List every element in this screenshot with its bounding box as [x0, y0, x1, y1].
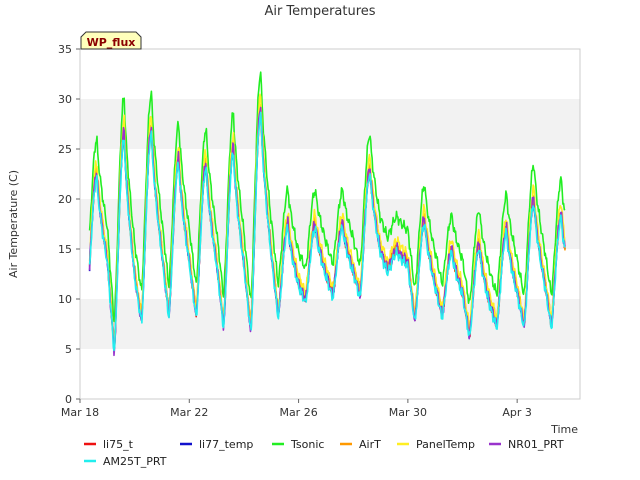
y-axis-label: Air Temperature (C) — [7, 170, 20, 278]
x-axis-label: Time — [550, 423, 578, 436]
y-tick-label: 5 — [65, 343, 72, 356]
y-tick-label: 0 — [65, 393, 72, 406]
legend-label: Tsonic — [290, 438, 324, 451]
y-tick-label: 20 — [58, 193, 72, 206]
x-tick-label: Mar 26 — [279, 406, 317, 419]
legend: li75_t li77_temp Tsonic AirT PanelTemp NR01_P… — [84, 438, 564, 468]
badge-label: WP_flux — [87, 36, 136, 49]
x-tick-label: Apr 3 — [502, 406, 532, 419]
plot-area-border — [79, 48, 581, 400]
x-tick-label: Mar 18 — [61, 406, 99, 419]
y-tick-label: 15 — [58, 243, 72, 256]
legend-label: li75_t — [103, 438, 134, 451]
series-line-Tsonic — [88, 71, 566, 323]
grid-band — [80, 299, 580, 349]
grid-band — [80, 149, 580, 199]
grid-band — [80, 49, 580, 99]
x-tick-label: Mar 22 — [170, 406, 208, 419]
site-badge: WP_flux — [80, 31, 142, 50]
y-tick-label: 25 — [58, 143, 72, 156]
y-axis: 0 5 10 15 20 25 30 35 — [58, 43, 80, 406]
legend-label: AirT — [359, 438, 381, 451]
y-tick-label: 30 — [58, 93, 72, 106]
legend-label: NR01_PRT — [508, 438, 564, 451]
legend-label: li77_temp — [199, 438, 253, 451]
grid-bands — [80, 49, 580, 399]
x-tick-label: Mar 30 — [389, 406, 427, 419]
chart-title: Air Temperatures — [264, 4, 375, 19]
grid-band — [80, 99, 580, 149]
grid-band — [80, 349, 580, 399]
legend-label: PanelTemp — [416, 438, 475, 451]
badge-shape — [80, 31, 142, 50]
x-axis: Mar 18 Mar 22 Mar 26 Mar 30 Apr 3 — [61, 399, 532, 419]
y-tick-label: 10 — [58, 293, 72, 306]
series-line-AM25T_PRT — [88, 111, 566, 352]
legend-label: AM25T_PRT — [103, 455, 167, 468]
y-tick-label: 35 — [58, 43, 72, 56]
series-lines — [88, 71, 566, 357]
